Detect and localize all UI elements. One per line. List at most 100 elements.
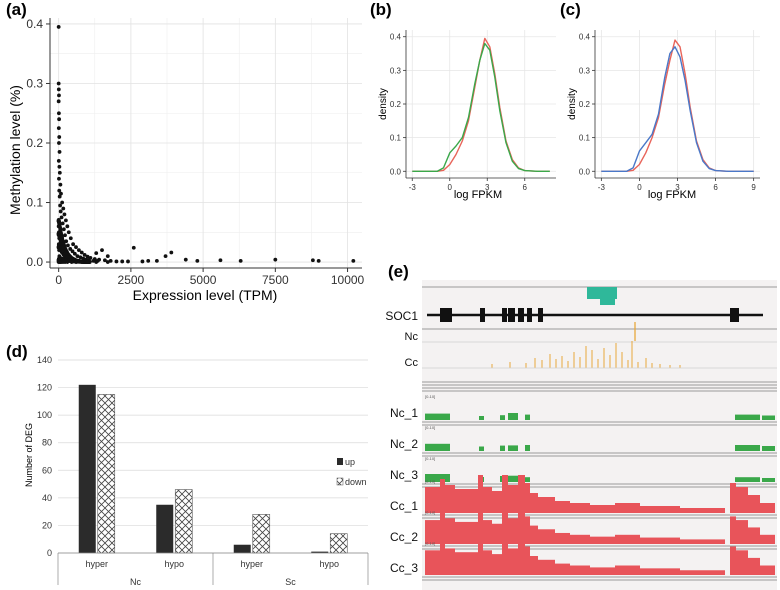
data-point — [120, 259, 125, 264]
coverage-block — [736, 487, 748, 513]
data-point — [57, 236, 62, 241]
coverage-block — [748, 495, 760, 513]
data-point — [85, 260, 90, 264]
legend-label-up: up — [345, 457, 355, 467]
data-point — [71, 242, 76, 247]
data-point — [65, 224, 70, 229]
coverage-block — [525, 483, 530, 513]
bar-chart-d: 0 20 40 60 80 100 120 140 hyper hypo hyper hypo Nc Sc… — [24, 355, 369, 585]
data-point — [63, 233, 67, 238]
x-tick-label: 3 — [485, 183, 490, 192]
coverage-block — [730, 546, 736, 575]
coverage-block — [500, 445, 505, 451]
x-tick-label: hyper — [240, 559, 263, 569]
coverage-block — [445, 518, 455, 544]
scatter-chart-a: 0 2500 5000 7500 10000 0.0 0.1 0.2 0.3 0.4 Methyl… — [7, 17, 365, 303]
data-point — [72, 251, 77, 256]
data-point — [63, 218, 68, 223]
coverage-block — [748, 557, 760, 575]
data-point — [163, 254, 168, 258]
data-point — [66, 243, 70, 248]
data-point — [56, 158, 61, 163]
data-point — [105, 260, 110, 264]
panel-e-label: (e) — [388, 262, 409, 281]
coverage-block — [640, 568, 680, 575]
coverage-block — [760, 534, 775, 544]
data-point — [108, 258, 113, 263]
data-point — [65, 260, 70, 264]
coverage-track-label: Cc_2 — [390, 530, 418, 544]
coverage-block — [508, 518, 518, 544]
coverage-block — [508, 475, 518, 482]
coverage-block — [735, 445, 760, 451]
data-point — [61, 245, 66, 250]
range-label: [0-10] — [425, 510, 435, 515]
data-point — [56, 87, 61, 92]
coverage-block — [492, 523, 502, 544]
x-tick-label: 3 — [675, 183, 680, 192]
panel-d-label: (d) — [6, 342, 28, 361]
coverage-block — [538, 559, 555, 575]
coverage-block — [455, 489, 478, 513]
bar-down — [174, 489, 193, 554]
coverage-block — [680, 570, 725, 575]
y-tick-label: 0.0 — [26, 255, 43, 269]
data-point — [82, 253, 87, 257]
coverage-block — [680, 508, 725, 513]
coverage-block — [525, 477, 530, 482]
coverage-block — [518, 509, 525, 544]
coverage-block — [479, 446, 484, 451]
data-point — [56, 81, 61, 86]
coverage-block — [440, 542, 445, 575]
gene-name-label: SOC1 — [385, 309, 418, 323]
data-point — [238, 258, 243, 263]
data-point — [57, 135, 62, 139]
range-label: [0-10] — [425, 479, 435, 484]
y-tick-label: 120 — [37, 383, 52, 393]
data-point — [63, 251, 68, 255]
coverage-block — [530, 556, 538, 575]
coverage-block — [570, 503, 590, 513]
x-tick-label: 10000 — [331, 273, 365, 287]
data-point — [169, 250, 174, 255]
data-point — [195, 258, 200, 263]
coverage-block — [680, 539, 725, 544]
coverage-block — [455, 521, 478, 544]
data-point — [94, 260, 99, 264]
data-point — [68, 236, 73, 241]
gene-exon — [480, 308, 485, 322]
x-tick-label: hypo — [319, 559, 339, 569]
data-point — [57, 150, 62, 154]
x-tick-label: 7500 — [262, 273, 289, 287]
x-tick-label: -3 — [409, 183, 417, 192]
coverage-block — [525, 516, 530, 544]
bar-up — [311, 551, 329, 553]
methyl-track-label: Nc — [405, 331, 419, 343]
data-point — [85, 254, 90, 259]
coverage-block — [762, 478, 775, 482]
y-tick-label: 80 — [42, 438, 52, 448]
coverage-block — [590, 505, 615, 513]
data-point — [56, 242, 61, 247]
data-point — [57, 170, 62, 175]
data-point — [56, 126, 61, 131]
data-point — [56, 99, 61, 104]
y-tick-label: 0.1 — [579, 134, 591, 143]
coverage-block — [538, 529, 555, 544]
coverage-track-label: Nc_1 — [390, 406, 418, 420]
data-point — [183, 257, 188, 262]
x-axis-label: Expression level (TPM) — [133, 287, 278, 303]
y-tick-label: 0.0 — [390, 167, 402, 176]
feature-block — [600, 299, 615, 305]
gene-exon — [538, 308, 543, 322]
data-point — [351, 258, 356, 263]
coverage-block — [483, 487, 492, 513]
data-point — [67, 255, 71, 259]
y-axis-label: Methylation level (%) — [7, 85, 23, 215]
data-point — [146, 258, 151, 263]
data-point — [78, 255, 83, 260]
legend-swatch-down — [336, 477, 344, 486]
bar-down — [97, 394, 116, 554]
y-tick-label: 0 — [47, 548, 52, 558]
coverage-block — [483, 520, 492, 544]
